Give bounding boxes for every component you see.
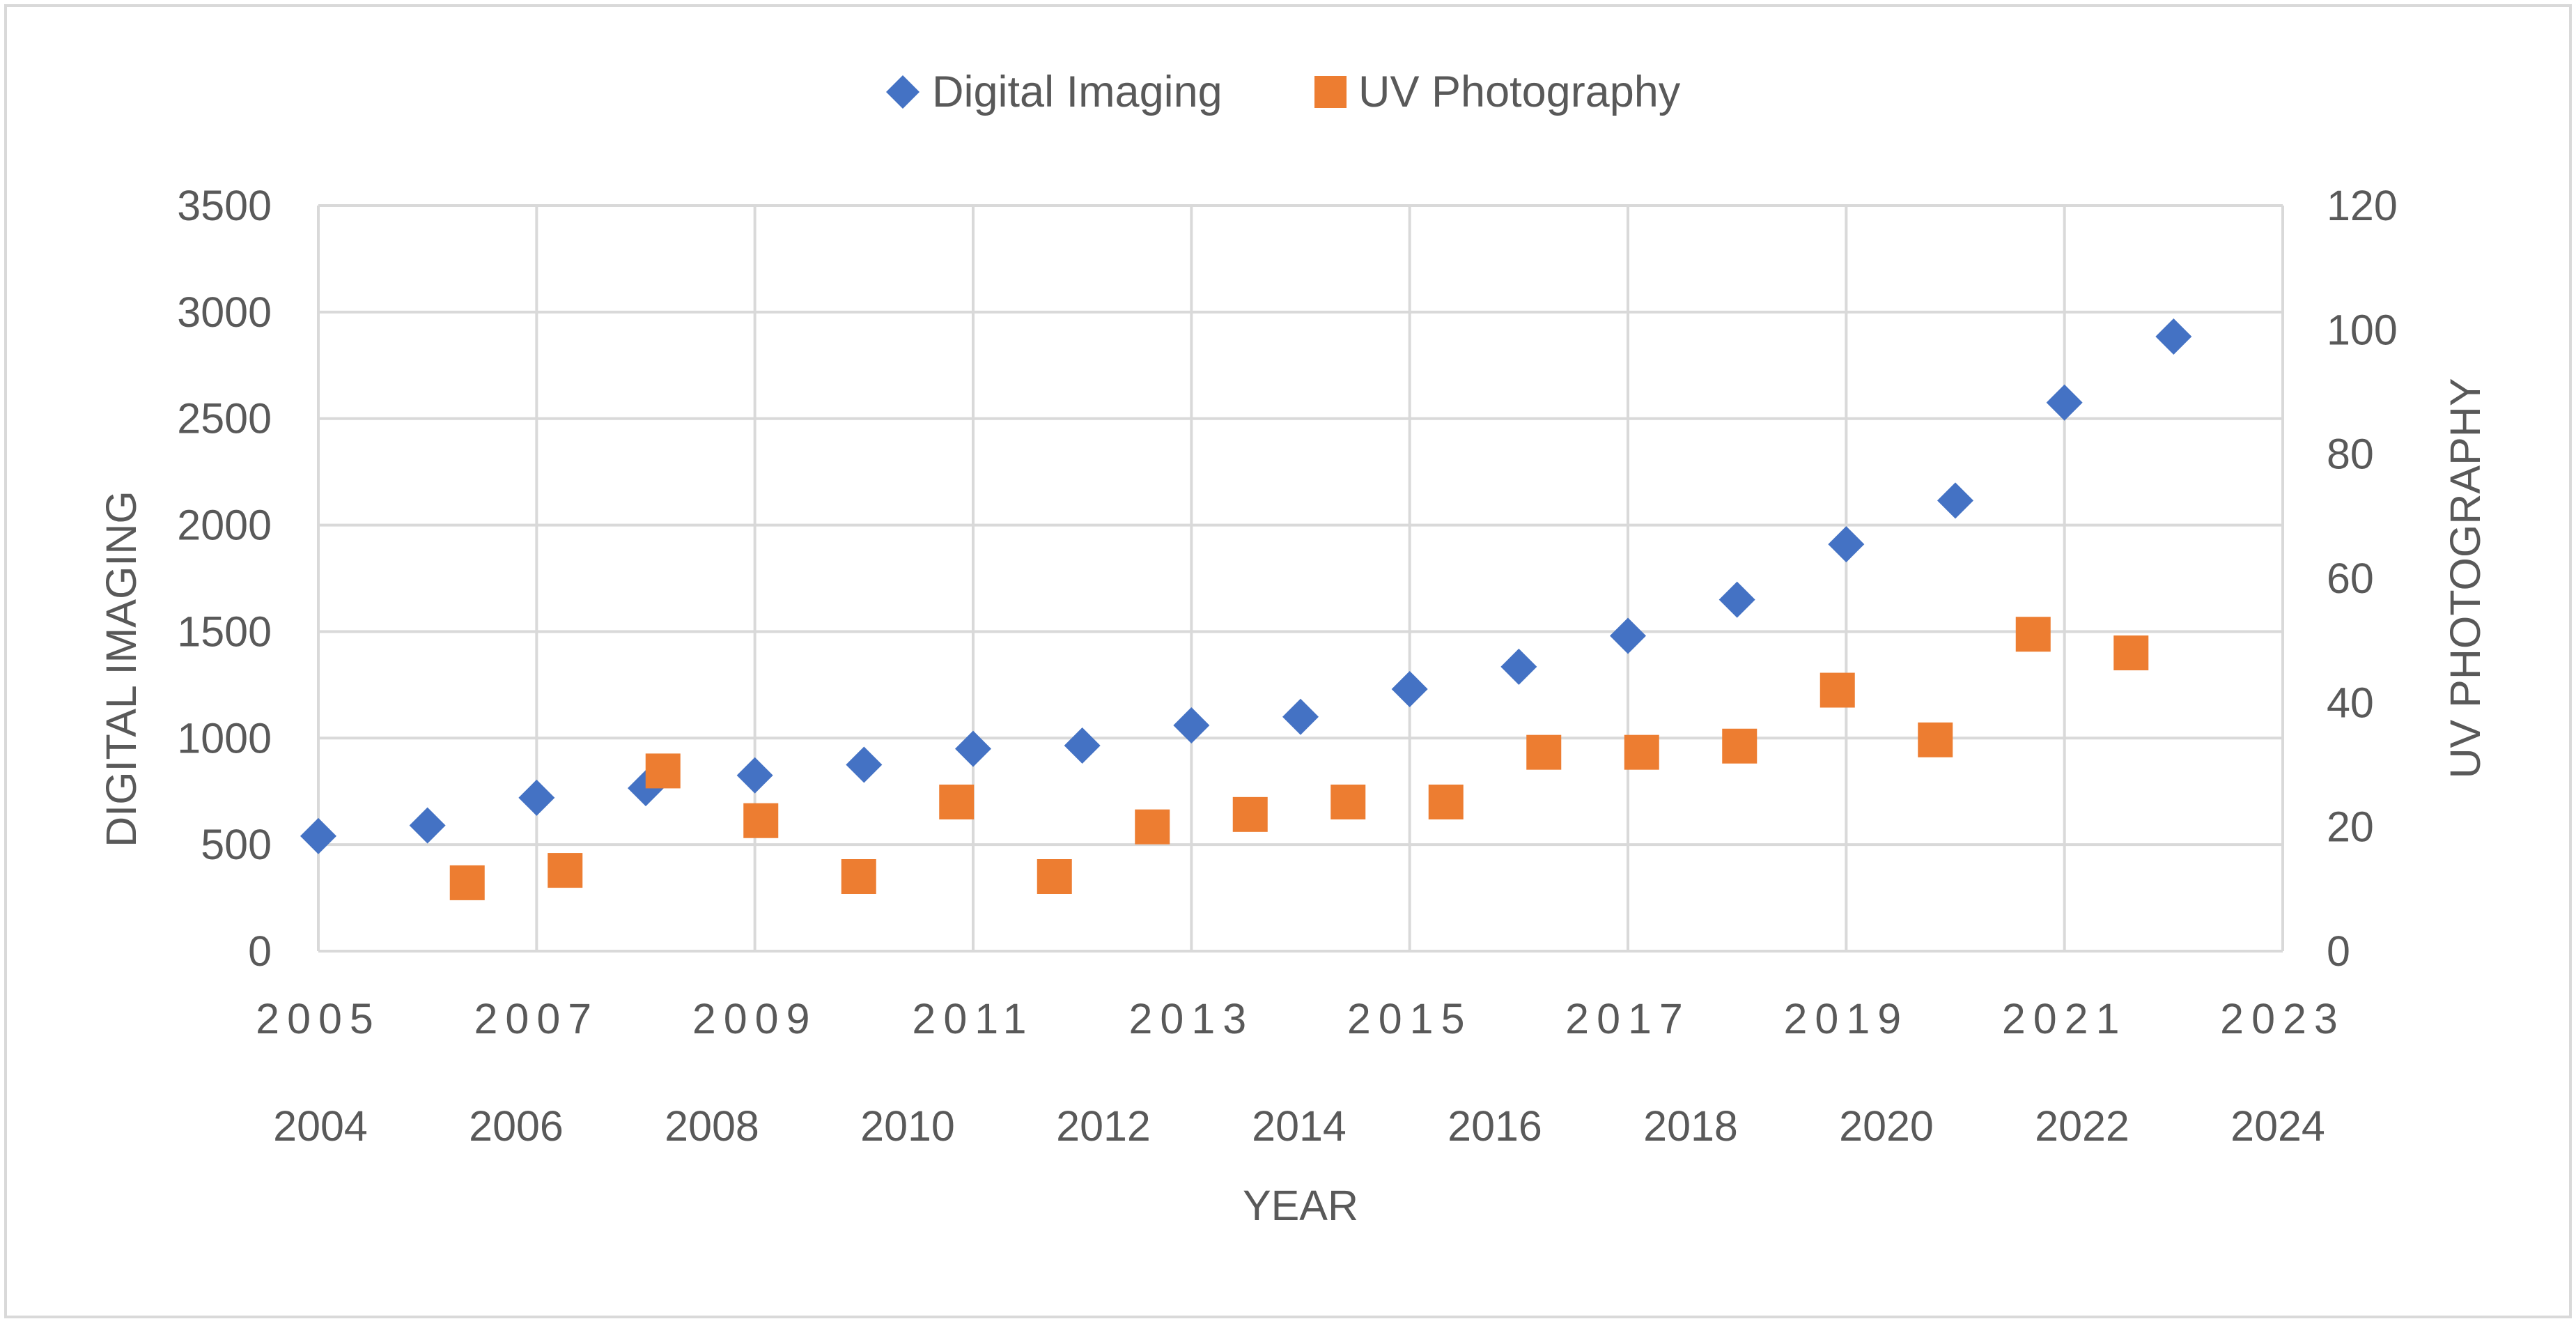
data-point-uv-photography <box>743 803 779 838</box>
data-point-uv-photography <box>2015 617 2051 652</box>
data-point-digital-imaging <box>2155 318 2192 355</box>
data-point-uv-photography <box>2113 635 2149 670</box>
y-left-tick-label: 3000 <box>177 288 272 336</box>
x-primary-tick-label: 2013 <box>1128 995 1254 1042</box>
data-point-uv-photography <box>1526 734 1562 770</box>
y-left-tick-label: 500 <box>201 821 272 868</box>
y-left-tick-label: 2000 <box>177 502 272 549</box>
data-point-digital-imaging <box>409 807 446 844</box>
data-point-digital-imaging <box>1064 727 1101 764</box>
data-point-uv-photography <box>1135 809 1170 845</box>
data-point-digital-imaging <box>1391 670 1428 707</box>
data-point-digital-imaging <box>1718 581 1755 618</box>
y-axis-title-right: UV PHOTOGRAPHY <box>2442 378 2489 778</box>
x-secondary-tick-label: 2010 <box>860 1102 955 1150</box>
legend-marker-digital-imaging <box>886 75 920 109</box>
data-point-digital-imaging <box>736 757 773 794</box>
y-left-tick-label: 3500 <box>177 182 272 229</box>
data-point-uv-photography <box>1232 796 1268 832</box>
x-primary-tick-label: 2007 <box>474 995 599 1042</box>
data-point-digital-imaging <box>300 817 336 854</box>
x-axis-title: YEAR <box>1243 1182 1358 1229</box>
data-point-uv-photography <box>1037 859 1072 894</box>
data-point-uv-photography <box>841 859 876 894</box>
x-secondary-tick-label: 2022 <box>2035 1102 2129 1150</box>
data-point-uv-photography <box>939 785 975 819</box>
y-right-tick-label: 60 <box>2327 555 2374 602</box>
x-secondary-tick-label: 2012 <box>1056 1102 1151 1150</box>
y-right-tick-label: 80 <box>2327 431 2374 478</box>
data-point-uv-photography <box>1918 722 1953 757</box>
x-secondary-tick-label: 2016 <box>1448 1102 1542 1150</box>
x-primary-tick-label: 2009 <box>692 995 818 1042</box>
x-primary-tick-label: 2005 <box>256 995 381 1042</box>
series-digital-imaging <box>300 318 2192 854</box>
x-secondary-tick-label: 2008 <box>665 1102 759 1150</box>
x-secondary-tick-label: 2014 <box>1252 1102 1347 1150</box>
data-point-digital-imaging <box>1828 526 1865 563</box>
y-right-tick-label: 0 <box>2327 927 2350 975</box>
data-point-digital-imaging <box>955 730 991 767</box>
series-layer <box>300 318 2192 900</box>
data-point-digital-imaging <box>1610 617 1646 654</box>
legend-marker-uv-photography <box>1314 76 1347 108</box>
legend-label-uv-photography: UV Photography <box>1358 68 1681 116</box>
x-secondary-tick-label: 2006 <box>469 1102 564 1150</box>
data-point-digital-imaging <box>2046 384 2083 421</box>
series-uv-photography <box>449 617 2149 900</box>
data-point-digital-imaging <box>1500 648 1537 685</box>
data-point-digital-imaging <box>846 746 883 783</box>
y-right-tick-label: 20 <box>2327 803 2374 851</box>
data-point-uv-photography <box>1722 728 1758 764</box>
y-right-tick-label: 120 <box>2327 182 2398 229</box>
y-right-tick-label: 100 <box>2327 306 2398 353</box>
x-primary-tick-label: 2017 <box>1565 995 1691 1042</box>
legend-label-digital-imaging: Digital Imaging <box>932 68 1223 116</box>
data-point-uv-photography <box>548 853 583 888</box>
data-point-uv-photography <box>1330 785 1366 819</box>
y-right-tick-label: 40 <box>2327 679 2374 726</box>
y-left-tick-label: 2500 <box>177 395 272 442</box>
x-primary-tick-label: 2023 <box>2220 995 2345 1042</box>
data-point-uv-photography <box>449 865 485 900</box>
x-primary-tick-label: 2011 <box>912 995 1034 1042</box>
data-point-digital-imaging <box>1282 698 1319 735</box>
data-point-uv-photography <box>1820 672 1855 708</box>
data-point-uv-photography <box>1624 734 1659 770</box>
x-primary-tick-label: 2019 <box>1783 995 1909 1042</box>
data-point-digital-imaging <box>1173 707 1210 743</box>
x-primary-tick-label: 2021 <box>2002 995 2127 1042</box>
gridlines <box>317 204 2284 953</box>
y-left-tick-label: 0 <box>248 927 272 975</box>
x-secondary-tick-label: 2024 <box>2230 1102 2325 1150</box>
data-point-uv-photography <box>645 753 681 789</box>
y-left-tick-label: 1000 <box>177 714 272 762</box>
data-point-uv-photography <box>1428 785 1464 819</box>
y-axis-title-left: DIGITAL IMAGING <box>98 491 145 847</box>
x-secondary-tick-label: 2004 <box>273 1102 368 1150</box>
legend: Digital Imaging UV Photography <box>886 68 1681 116</box>
data-point-digital-imaging <box>518 779 555 816</box>
x-secondary-tick-label: 2018 <box>1643 1102 1738 1150</box>
y-left-tick-label: 1500 <box>177 608 272 655</box>
x-primary-tick-label: 2015 <box>1347 995 1473 1042</box>
x-secondary-tick-label: 2020 <box>1839 1102 1934 1150</box>
data-point-digital-imaging <box>1937 482 1973 519</box>
